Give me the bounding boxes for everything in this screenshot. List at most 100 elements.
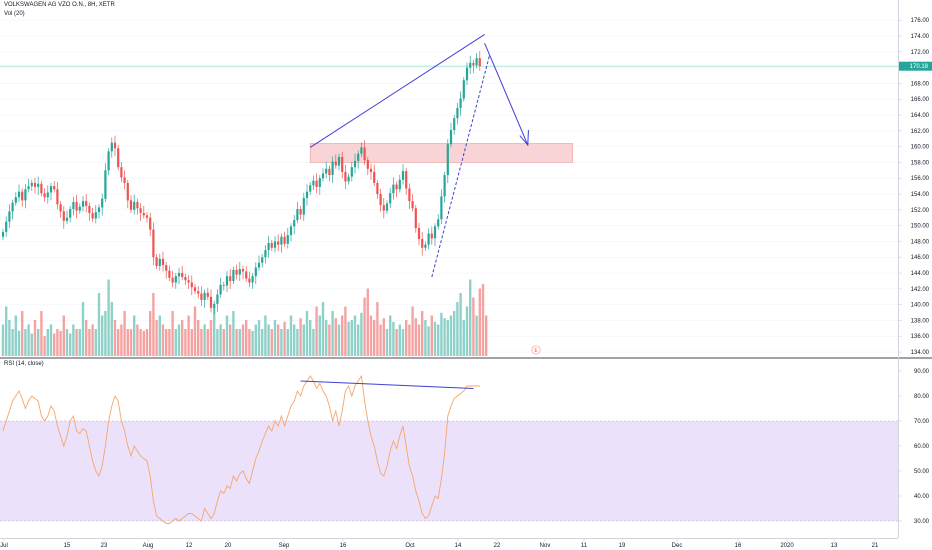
volume-bar	[46, 329, 49, 356]
candle-body	[305, 191, 309, 198]
candle-body	[165, 265, 168, 271]
volume-bar	[286, 329, 289, 356]
candle-body	[366, 160, 369, 169]
volume-bar	[363, 297, 366, 356]
volume-bar	[190, 329, 193, 356]
time-axis-tick-label: Sep	[279, 543, 290, 549]
volume-bar	[305, 311, 309, 356]
volume-bar	[469, 279, 472, 356]
time-axis-tick-label: 15	[64, 543, 71, 549]
volume-bar	[456, 302, 459, 356]
candle-body	[427, 233, 430, 245]
price-axis-tick-label: 134.00	[911, 350, 930, 356]
price-axis-tick-label: 176.00	[911, 18, 930, 24]
volume-bar	[229, 324, 232, 356]
time-axis-tick-label: Oct	[405, 543, 415, 549]
price-axis-tick-label: 156.00	[911, 176, 930, 182]
volume-bar	[446, 320, 449, 356]
rsi-legend: RSI (14, close)	[4, 361, 44, 367]
candle-body	[21, 191, 24, 201]
price-pane[interactable]: E	[0, 0, 898, 357]
rsi-band	[0, 421, 898, 521]
time-axis-tick-label: 16	[340, 543, 347, 549]
candle-body	[209, 296, 213, 308]
volume-bar	[107, 279, 110, 356]
candle-body	[171, 277, 174, 283]
volume-bar	[158, 315, 161, 356]
time-axis-tick-label: Nov	[540, 543, 551, 549]
rsi-axis-tick-label: 60.00	[914, 444, 930, 450]
time-axis-tick-label: 20	[225, 543, 232, 549]
volume-bar	[62, 315, 65, 356]
volume-bar	[200, 329, 203, 356]
candle-body	[430, 233, 433, 239]
candle-body	[421, 239, 424, 248]
candle-body	[325, 168, 328, 174]
volume-bar	[24, 329, 27, 356]
rsi-axis-tick-label: 90.00	[914, 369, 930, 375]
candle-body	[289, 226, 293, 236]
candle-body	[347, 176, 350, 182]
volume-bar	[133, 315, 136, 356]
candle-body	[248, 278, 251, 283]
candle-body	[88, 205, 91, 213]
candle-body	[40, 183, 43, 194]
candle-body	[360, 147, 363, 154]
candle-body	[433, 226, 437, 239]
rising-trendline	[309, 34, 485, 148]
candle-body	[363, 147, 366, 161]
volume-bar	[193, 306, 197, 356]
volume-bar	[248, 329, 251, 356]
volume-bar	[353, 315, 357, 356]
candle-body	[382, 205, 385, 211]
earnings-marker[interactable]: E	[531, 345, 541, 355]
time-axis[interactable]: Jul 15 23 Aug 12 20 Sep 16 Oct 14 22 Nov 11 19 Dec 16 20…	[0, 538, 898, 550]
price-axis-tick-label: 160.00	[911, 145, 930, 151]
candle-body	[373, 171, 376, 183]
volume-bar	[334, 318, 337, 356]
candle-body	[229, 276, 232, 281]
candle-body	[334, 161, 337, 166]
time-axis-tick-label: Jul	[0, 543, 8, 549]
rsi-axis-tick-label: 30.00	[914, 519, 930, 525]
projection-arrow-line	[484, 42, 529, 146]
time-axis-tick-label: 11	[581, 543, 588, 549]
volume-bar	[277, 324, 280, 356]
candle-body	[72, 201, 75, 210]
volume-bar	[149, 311, 152, 356]
candle-body	[49, 186, 53, 193]
volume-bar	[411, 306, 414, 356]
candle-body	[376, 182, 379, 195]
candle-body	[24, 189, 27, 201]
volume-bar	[49, 324, 53, 356]
candle-body	[469, 62, 472, 68]
price-axis-tick-label: 172.00	[911, 50, 930, 56]
volume-bar	[40, 311, 43, 356]
price-axis[interactable]: 134.00 136.00 138.00 140.00 142.00 144.00 146.…	[898, 0, 932, 538]
volume-bar	[379, 324, 382, 356]
volume-bar	[350, 320, 353, 356]
candle-body	[392, 184, 395, 194]
candle-body	[286, 235, 289, 244]
volume-bar	[85, 320, 88, 356]
volume-bar	[123, 311, 126, 356]
candle-body	[414, 208, 417, 229]
candle-body	[440, 196, 443, 220]
time-axis-tick-label: 21	[872, 543, 879, 549]
volume-bar	[299, 318, 302, 356]
rsi-axis-ticks: 30.00 40.00 50.00 60.00 70.00 80.00 90.00	[899, 369, 930, 525]
time-axis-tick-label: 12	[186, 543, 193, 549]
volume-bar	[318, 315, 321, 356]
price-axis-tick-label: 166.00	[911, 97, 930, 103]
volume-bar	[328, 324, 331, 356]
candle-body	[331, 161, 334, 176]
volume-bar	[139, 329, 142, 356]
price-trendlines	[309, 34, 529, 278]
price-axis-tick-label: 158.00	[911, 160, 930, 166]
candle-body	[296, 209, 299, 221]
volume-bar	[59, 330, 62, 356]
candle-body	[344, 171, 347, 182]
volume-bar	[321, 302, 325, 356]
volume-bar	[69, 333, 72, 356]
rsi-pane[interactable]	[0, 374, 898, 524]
